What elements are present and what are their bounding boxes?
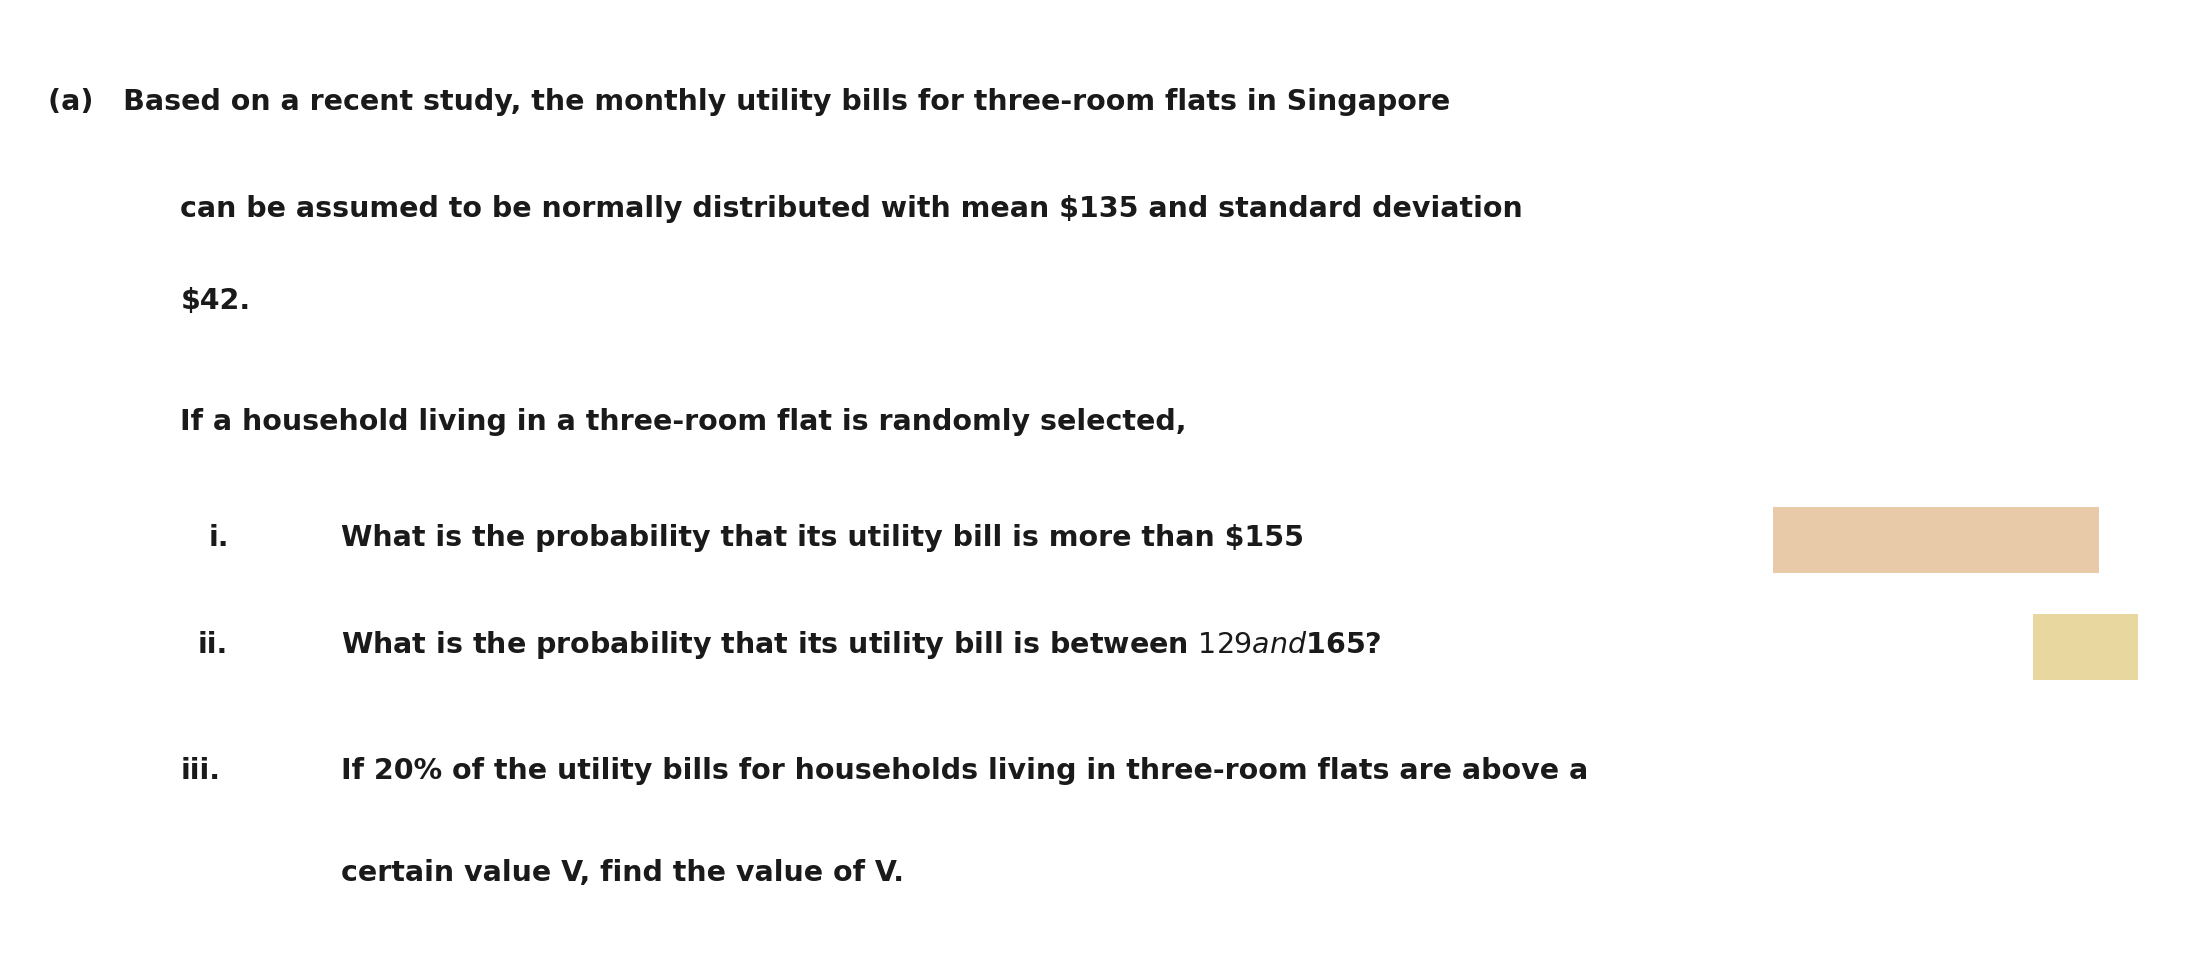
- Text: $42.: $42.: [180, 287, 251, 314]
- Text: What is the probability that its utility bill is between $129 and $165?: What is the probability that its utility…: [341, 629, 1382, 660]
- Text: If 20% of the utility bills for households living in three-room flats are above : If 20% of the utility bills for househol…: [341, 757, 1588, 784]
- Bar: [1773, 508, 2099, 574]
- Bar: [2033, 614, 2138, 680]
- Text: iii.: iii.: [180, 757, 220, 784]
- Text: What is the probability that its utility bill is more than $155: What is the probability that its utility…: [341, 524, 1305, 551]
- Text: i.: i.: [209, 524, 229, 551]
- Text: If a household living in a three-room flat is randomly selected,: If a household living in a three-room fl…: [180, 408, 1188, 435]
- Text: can be assumed to be normally distributed with mean $135 and standard deviation: can be assumed to be normally distribute…: [180, 195, 1522, 222]
- Text: certain value V, find the value of V.: certain value V, find the value of V.: [341, 859, 904, 886]
- Text: (a)   Based on a recent study, the monthly utility bills for three-room flats in: (a) Based on a recent study, the monthly…: [48, 88, 1450, 115]
- Text: ii.: ii.: [198, 631, 229, 658]
